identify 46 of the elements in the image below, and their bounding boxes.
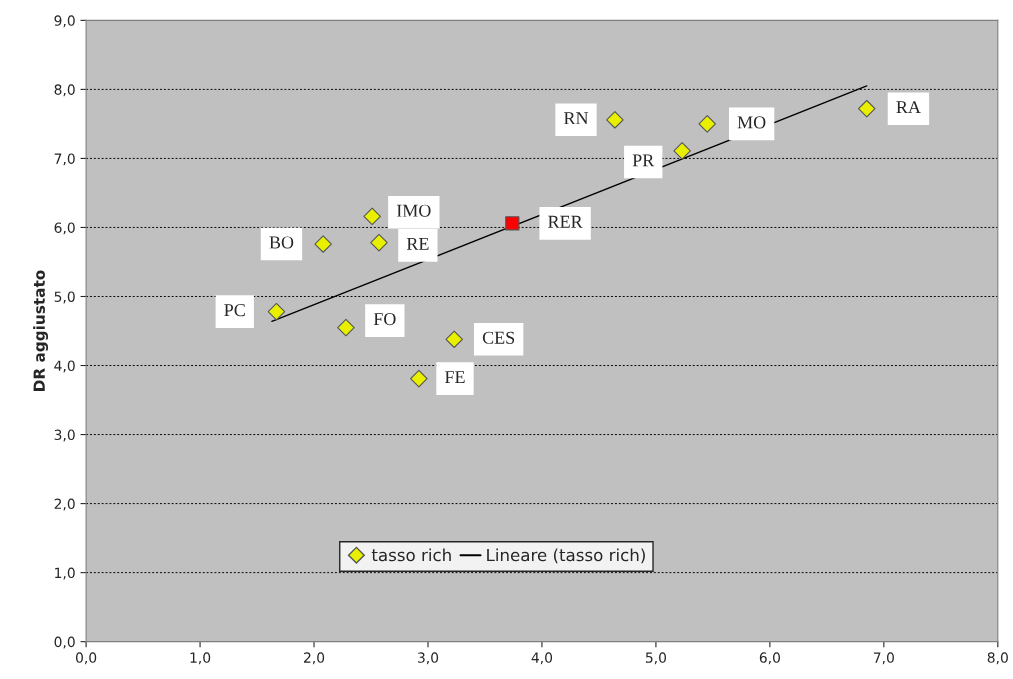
- annotation: BO: [269, 236, 294, 249]
- x-tick-label: 0,0: [75, 652, 97, 665]
- annotation: PC: [224, 304, 245, 317]
- y-tick-label: 0,0: [54, 636, 75, 649]
- point: [370, 233, 388, 252]
- annotation: PR: [632, 154, 655, 167]
- y-tick-label: 4,0: [54, 360, 75, 373]
- annotation: RER: [548, 215, 583, 228]
- point: [857, 99, 876, 118]
- y-tick-label: 6,0: [54, 222, 75, 235]
- x-tick-label: 5,0: [645, 652, 667, 665]
- legend-label: Lineare (tasso rich): [487, 548, 645, 564]
- point: [267, 302, 286, 321]
- x-tick-label: 6,0: [759, 652, 780, 665]
- point: [698, 115, 716, 133]
- annotation: RE: [406, 237, 429, 250]
- x-tick-label: 1,0: [190, 652, 211, 665]
- y-axis-title: DR aggiustato: [33, 270, 49, 391]
- annotation: IMO: [396, 204, 431, 217]
- point: [606, 111, 624, 129]
- y-tick-label: 5,0: [54, 291, 75, 304]
- point: [505, 216, 520, 231]
- x-tick-label: 3,0: [418, 652, 439, 665]
- y-tick-label: 1,0: [55, 567, 75, 580]
- annotation: MO: [737, 116, 766, 129]
- y-tick-label: 9,0: [54, 15, 75, 28]
- y-tick-label: 3,0: [54, 429, 75, 442]
- point: [337, 318, 355, 337]
- annotation: FE: [444, 371, 465, 383]
- annotation: RN: [563, 112, 589, 125]
- y-tick-label: 8,0: [54, 84, 75, 97]
- legend-label: tasso rich: [371, 548, 451, 562]
- x-tick-label: 4,0: [531, 652, 553, 665]
- point: [445, 330, 463, 349]
- point: [410, 369, 428, 388]
- x-tick-label: 8,0: [987, 652, 1008, 665]
- y-tick-label: 2,0: [54, 498, 75, 511]
- x-tick-label: 2,0: [304, 652, 325, 665]
- annotation: CES: [482, 331, 515, 344]
- annotation: FO: [373, 313, 396, 326]
- y-tick-label: 7,0: [54, 153, 75, 166]
- annotation: RA: [896, 101, 921, 114]
- point: [673, 142, 691, 160]
- point: [363, 207, 381, 226]
- point: [314, 235, 332, 253]
- x-tick-label: 7,0: [873, 652, 894, 665]
